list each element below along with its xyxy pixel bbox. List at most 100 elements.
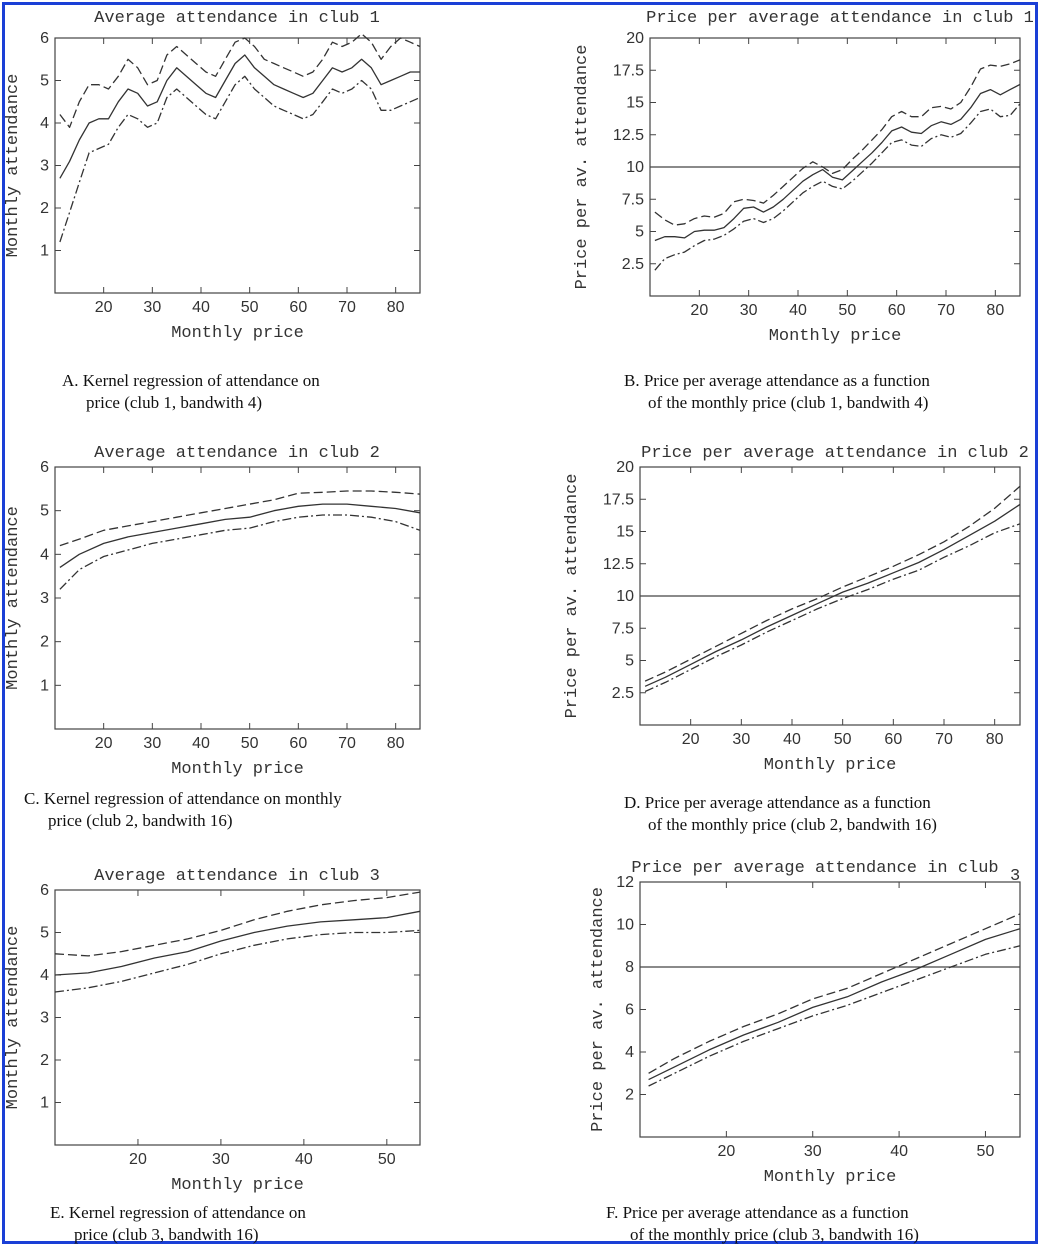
panel-c: Average attendance in club 2 20 30 40 50 60 70… xyxy=(0,435,460,785)
chart-c-xtick-label: 20 xyxy=(95,735,113,752)
chart-e-ytick-label: 4 xyxy=(40,967,49,984)
caption-e-line1: E. Kernel regression of attendance on xyxy=(50,1203,306,1222)
caption-f: F. Price per average attendance as a fun… xyxy=(606,1202,919,1246)
chart-b-xlabel: Monthly price xyxy=(769,327,902,346)
chart-e-series-estimate xyxy=(54,910,421,976)
chart-c-ytick-label: 6 xyxy=(40,459,49,476)
chart-b-ytick-label: 10 xyxy=(626,159,644,176)
chart-d-xtick-label: 20 xyxy=(682,731,700,748)
chart-d-ytick-label: 2.5 xyxy=(612,685,634,702)
chart-b-ytick-label: 7.5 xyxy=(622,191,644,208)
caption-c-line2: price (club 2, bandwith 16) xyxy=(48,811,233,830)
chart-e-series-lower-band xyxy=(54,929,421,993)
chart-c-xlabel: Monthly price xyxy=(171,760,304,779)
caption-e: E. Kernel regression of attendance on pr… xyxy=(50,1202,306,1246)
chart-e-ytick-label: 1 xyxy=(40,1095,49,1112)
chart-c-xtick-label: 50 xyxy=(241,735,259,752)
caption-d-line2: of the monthly price (club 2, bandwith 1… xyxy=(648,815,937,834)
chart-a-xtick-label: 20 xyxy=(95,299,113,316)
chart-c-ytick-label: 4 xyxy=(40,546,49,563)
chart-f-ytick-label: 10 xyxy=(616,917,634,934)
chart-b-series-lower-band xyxy=(654,103,1021,271)
chart-a-series-upper-band xyxy=(59,33,421,128)
chart-b-ylabel: Price per av. attendance xyxy=(573,45,592,290)
chart-d-ytick-label: 17.5 xyxy=(603,491,634,508)
chart-d-ylabel: Price per av. attendance xyxy=(563,474,582,719)
chart-c-xtick-label: 30 xyxy=(143,735,161,752)
chart-b-xtick-label: 70 xyxy=(937,302,955,319)
chart-d-ytick-label: 7.5 xyxy=(612,620,634,637)
chart-f-ytick-label: 8 xyxy=(625,959,634,976)
chart-d-title: Price per average attendance in club 2 xyxy=(641,444,1029,463)
chart-e-ylabel: Monthly attendance xyxy=(4,926,23,1110)
chart-c-xtick-label: 60 xyxy=(289,735,307,752)
chart-c-series-lower-band xyxy=(59,514,421,590)
chart-a-series-lower-band xyxy=(59,75,421,243)
caption-a-line1: A. Kernel regression of attendance on xyxy=(62,371,320,390)
caption-e-line2: price (club 3, bandwith 16) xyxy=(74,1225,259,1244)
chart-a-ytick-label: 6 xyxy=(40,30,49,47)
chart-e-ytick-label: 3 xyxy=(40,1010,49,1027)
chart-f-title: Price per average attendance in club xyxy=(631,859,998,878)
panel-f: Price per average attendance in club 3 20 3… xyxy=(520,850,1040,1200)
chart-c: Average attendance in club 2 20 30 40 50 60 70… xyxy=(4,444,421,779)
chart-f-title-suffix: 3 xyxy=(1010,867,1020,886)
chart-f-ytick-label: 4 xyxy=(625,1044,634,1061)
caption-d-line1: D. Price per average attendance as a fun… xyxy=(624,793,931,812)
chart-f-frame xyxy=(639,881,1021,1138)
chart-c-series-upper-band xyxy=(59,490,421,547)
chart-e-xtick-label: 20 xyxy=(129,1151,147,1168)
chart-b-ytick-label: 2.5 xyxy=(622,256,644,273)
chart-d-series-upper-band xyxy=(644,485,1021,682)
chart-b-xtick-label: 60 xyxy=(888,302,906,319)
chart-e-xtick-label: 40 xyxy=(295,1151,313,1168)
chart-a-xtick-label: 60 xyxy=(289,299,307,316)
chart-c-series-estimate xyxy=(59,503,421,568)
chart-c-ytick-label: 5 xyxy=(40,503,49,520)
chart-e-title: Average attendance in club 3 xyxy=(94,867,380,886)
chart-f-ytick-label: 2 xyxy=(625,1087,634,1104)
chart-c-ytick-label: 2 xyxy=(40,634,49,651)
chart-e-series-upper-band xyxy=(54,891,421,957)
chart-c-xtick-label: 40 xyxy=(192,735,210,752)
chart-a-ytick-label: 5 xyxy=(40,73,49,90)
chart-a-xtick-label: 50 xyxy=(241,299,259,316)
caption-f-line2: of the monthly price (club 3, bandwith 1… xyxy=(630,1225,919,1244)
chart-b-ytick-label: 17.5 xyxy=(613,62,644,79)
chart-b: Price per average attendance in club 120… xyxy=(573,9,1034,346)
chart-c-title: Average attendance in club 2 xyxy=(94,444,380,463)
chart-f-xtick-label: 30 xyxy=(804,1143,822,1160)
chart-f-xlabel: Monthly price xyxy=(764,1168,897,1187)
chart-c-ylabel: Monthly attendance xyxy=(4,506,23,690)
chart-f-xtick-label: 40 xyxy=(890,1143,908,1160)
chart-a-xtick-label: 40 xyxy=(192,299,210,316)
chart-c-xtick-label: 80 xyxy=(387,735,405,752)
chart-e-xlabel: Monthly price xyxy=(171,1176,304,1195)
panel-b: Price per average attendance in club 1 20… xyxy=(520,0,1040,350)
chart-d-xtick-label: 50 xyxy=(834,731,852,748)
chart-b-series-estimate xyxy=(654,83,1021,242)
panel-e: Average attendance in club 3 20 30 40 50 1 2 3 4… xyxy=(0,860,460,1200)
chart-d-xlabel: Monthly price xyxy=(764,756,897,775)
chart-e-frame xyxy=(54,889,421,1146)
chart-e: Average attendance in club 3 20 30 40 50 1 2 3 4… xyxy=(4,867,421,1195)
chart-b-xtick-label: 20 xyxy=(690,302,708,319)
caption-a-line2: price (club 1, bandwith 4) xyxy=(86,393,263,412)
chart-a-xlabel: Monthly price xyxy=(171,324,304,343)
chart-f: Price per average attendance in club 3 20 3… xyxy=(589,859,1021,1187)
caption-b-line1: B. Price per average attendance as a fun… xyxy=(624,371,930,390)
caption-b-line2: of the monthly price (club 1, bandwith 4… xyxy=(648,393,929,412)
chart-a-ylabel: Monthly attendance xyxy=(4,74,23,258)
chart-b-xtick-label: 80 xyxy=(986,302,1004,319)
chart-d-ytick-label: 5 xyxy=(625,653,634,670)
caption-d: D. Price per average attendance as a fun… xyxy=(624,792,937,836)
panel-a: Average attendance in club 1 20 30 40 50 60 70… xyxy=(0,0,460,350)
chart-a-ytick-label: 1 xyxy=(40,243,49,260)
panel-d: Price per average attendance in club 2 20… xyxy=(520,435,1040,785)
chart-a-xtick-label: 80 xyxy=(387,299,405,316)
chart-f-series-estimate xyxy=(648,928,1021,1081)
chart-f-ytick-label: 12 xyxy=(616,874,634,891)
chart-b-ytick-label: 5 xyxy=(635,224,644,241)
chart-d-xtick-label: 40 xyxy=(783,731,801,748)
chart-f-series-upper-band xyxy=(648,913,1021,1074)
